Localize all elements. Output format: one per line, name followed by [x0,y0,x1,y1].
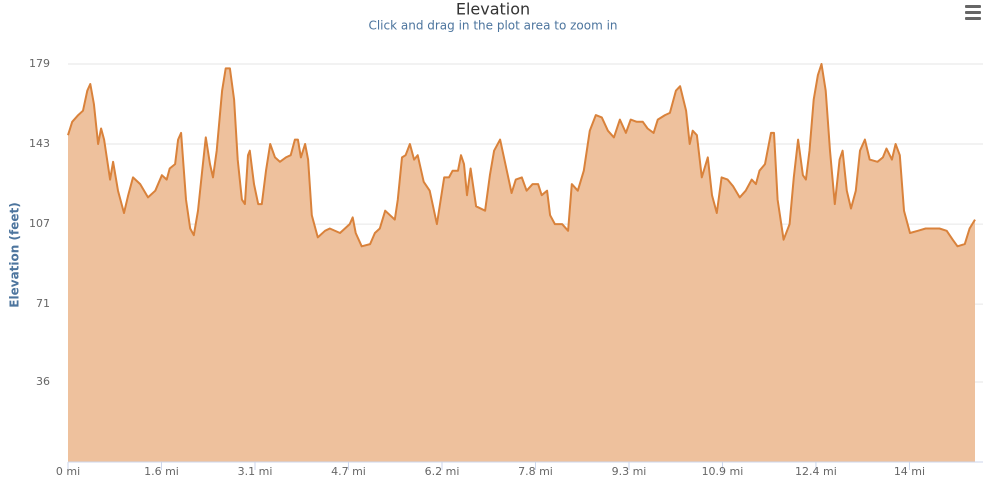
y-tick-label: 143 [29,137,50,150]
menu-button[interactable] [965,5,981,20]
x-tick-label: 1.6 mi [144,465,179,478]
x-tick-label: 6.2 mi [425,465,460,478]
x-tick-label: 7.8 mi [518,465,553,478]
chart-title: Elevation [456,0,530,19]
x-tick-label: 12.4 mi [795,465,837,478]
y-tick-label: 107 [29,217,50,230]
x-tick-label: 14 mi [894,465,925,478]
chart-subtitle: Click and drag in the plot area to zoom … [368,19,617,33]
x-tick-label: 3.1 mi [238,465,273,478]
area-fill [68,64,975,462]
y-axis-label: Elevation (feet) [8,202,22,307]
area-line [67,63,976,248]
y-tick-label: 71 [36,297,50,310]
y-tick-label: 179 [29,57,50,70]
x-tick-label: 0 mi [56,465,80,478]
x-tick-label: 10.9 mi [702,465,744,478]
y-tick-label: 36 [36,375,50,388]
x-tick-label: 4.7 mi [331,465,366,478]
x-tick-label: 9.3 mi [612,465,647,478]
